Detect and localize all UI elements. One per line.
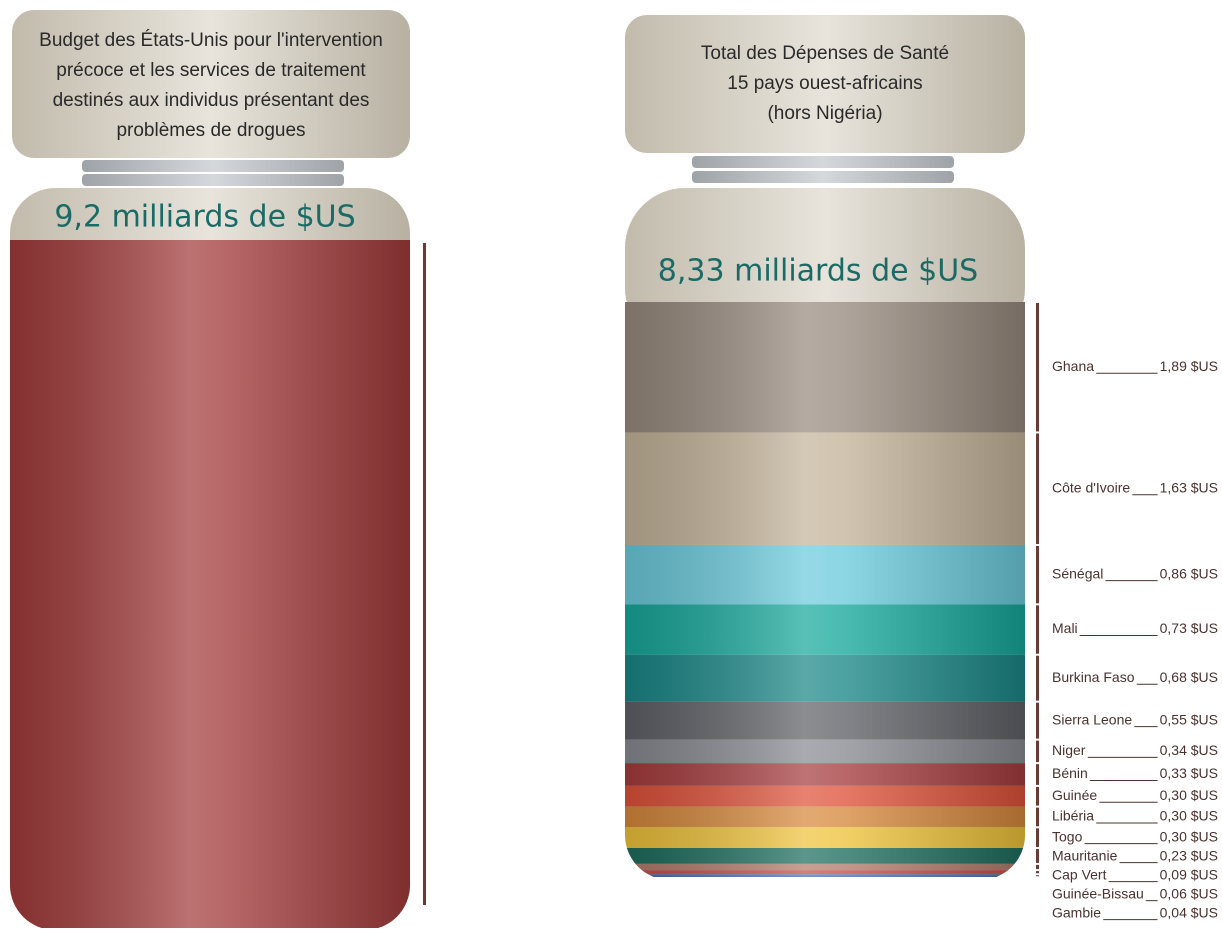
bracket (1036, 303, 1039, 432)
bracket (1036, 764, 1039, 785)
bracket (1036, 545, 1039, 604)
title-line: destinés aux individus présentant des (53, 90, 370, 111)
total-label: 8,33 milliards de $US (658, 254, 978, 289)
jar-ring (82, 160, 344, 172)
bracket (1036, 605, 1039, 654)
value-label: 0,68 $US (1160, 669, 1218, 685)
value-label: 1,89 $US (1160, 358, 1218, 374)
shade (625, 302, 1025, 877)
category-label: Burkina Faso (1052, 669, 1135, 685)
category-label: Guinée-Bissau (1052, 885, 1144, 901)
value-label: 0,55 $US (1160, 711, 1218, 727)
category-label: Cap Vert (1052, 866, 1107, 882)
category-label: Ghana (1052, 358, 1094, 374)
jar-body (625, 302, 1025, 877)
category-label: Guinée (1052, 787, 1097, 803)
value-label: 0,06 $US (1160, 885, 1218, 901)
jar-cap (12, 10, 410, 158)
bracket (1036, 702, 1039, 739)
bracket (1036, 871, 1039, 874)
category-label: Togo (1052, 828, 1083, 844)
bracket (1036, 828, 1039, 848)
value-label: 0,73 $US (1160, 620, 1218, 636)
jar-ring (692, 156, 954, 168)
category-label: Mauritanie (1052, 847, 1118, 863)
category-label: Libéria (1052, 808, 1094, 824)
value-label: 0,33 $US (1160, 765, 1218, 781)
bracket (1036, 849, 1039, 863)
jar-ring (82, 174, 344, 186)
value-label: 0,34 $US (1160, 742, 1218, 758)
value-label: 0,30 $US (1160, 787, 1218, 803)
category-label: Sénégal (1052, 565, 1103, 581)
value-label: 0,30 $US (1160, 828, 1218, 844)
title-line: problèmes de drogues (116, 120, 305, 141)
jar-ring (692, 171, 954, 183)
category-label: Niger (1052, 742, 1086, 758)
category-label: Côte d'Ivoire (1052, 479, 1130, 495)
scale-line (423, 243, 426, 905)
value-label: 0,23 $US (1160, 847, 1218, 863)
title-line: 15 pays ouest-africains (727, 73, 922, 94)
bracket (1036, 875, 1039, 877)
bracket (1036, 433, 1039, 544)
title-line: Total des Dépenses de Santé (701, 43, 949, 64)
category-label: Bénin (1052, 765, 1088, 781)
category-label: Mali (1052, 620, 1078, 636)
bracket (1036, 655, 1039, 701)
bracket (1036, 864, 1039, 870)
bracket (1036, 807, 1039, 827)
bracket (1036, 786, 1039, 806)
value-label: 0,86 $US (1160, 565, 1218, 581)
value-label: 0,09 $US (1160, 866, 1218, 882)
title-line: Budget des États-Unis pour l'interventio… (39, 30, 383, 51)
category-label: Gambie (1052, 904, 1101, 920)
title-line: précoce et les services de traitement (56, 60, 366, 81)
bracket (1036, 740, 1039, 763)
value-label: 0,30 $US (1160, 808, 1218, 824)
value-label: 0,04 $US (1160, 904, 1218, 920)
category-label: Sierra Leone (1052, 711, 1132, 727)
shade (10, 240, 410, 928)
jar-cap (625, 15, 1025, 153)
value-label: 9,2 milliards de $US (54, 200, 355, 235)
jar-body (10, 240, 410, 928)
value-label: 1,63 $US (1160, 479, 1218, 495)
title-line: (hors Nigéria) (767, 103, 882, 124)
